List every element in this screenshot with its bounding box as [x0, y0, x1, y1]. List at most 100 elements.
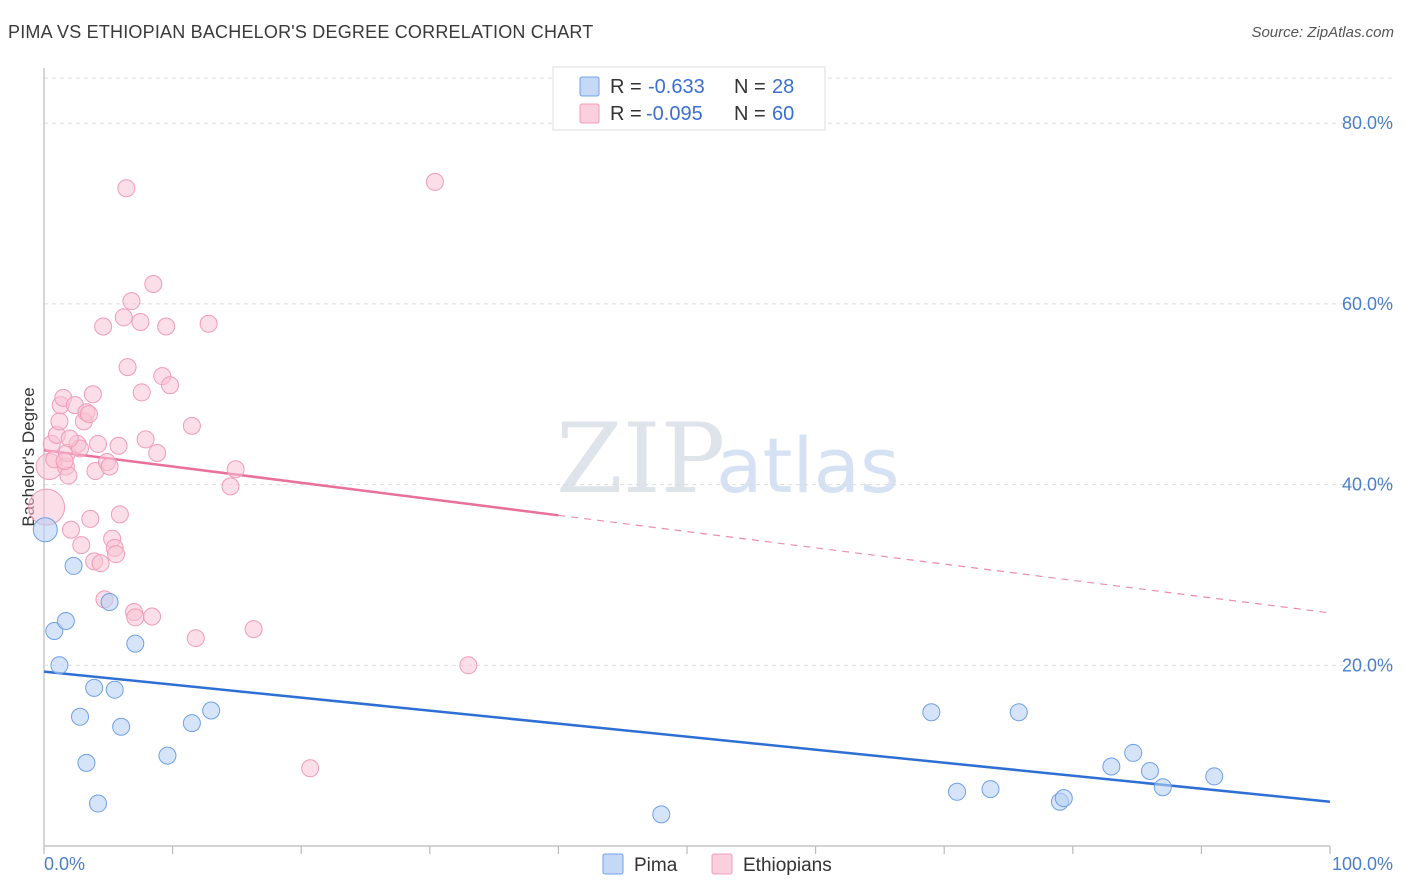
- x-ticks: [43, 846, 1331, 854]
- ethiopians-point: [301, 759, 320, 778]
- pima-point: [77, 753, 96, 772]
- y-tick-labels: 20.0% 40.0% 60.0% 80.0%: [1342, 113, 1393, 675]
- ethiopians-point: [60, 429, 79, 448]
- ethiopians-point: [157, 317, 176, 336]
- pima-point: [981, 780, 1000, 799]
- legend-pima-swatch: [579, 76, 600, 97]
- ethiopians-point: [161, 376, 180, 395]
- bottom-legend-ethiopians-label: Ethiopians: [743, 855, 832, 876]
- ethiopians-point: [118, 358, 137, 377]
- ethiopians-point: [221, 477, 240, 496]
- pima-point: [1140, 762, 1159, 781]
- legend-ethiopians-n-value: 60: [772, 103, 794, 125]
- trend-lines: [43, 449, 1331, 803]
- ethiopians-point: [459, 656, 478, 675]
- ethiopians-point: [136, 430, 155, 449]
- ethiopians-point: [62, 520, 81, 539]
- ethiopians-point: [83, 385, 102, 404]
- ethiopians-point: [199, 314, 218, 333]
- ethiopians-point: [110, 505, 129, 524]
- gridlines: [44, 77, 1393, 666]
- ethiopians-point: [91, 554, 110, 573]
- ethiopians-point: [114, 308, 133, 327]
- legend-ethiopians-swatch: [579, 103, 600, 124]
- ethiopians-point: [72, 536, 91, 555]
- ethiopians-point: [117, 179, 136, 198]
- y-tick-label: 40.0%: [1342, 475, 1393, 495]
- pima-point: [1153, 778, 1172, 797]
- pima-point: [1205, 767, 1224, 786]
- pima-point: [1124, 743, 1143, 762]
- ethiopians-point: [131, 312, 150, 331]
- pima-point: [1054, 789, 1073, 808]
- ethiopians-point: [144, 275, 163, 294]
- bottom-legend-pima-label: Pima: [634, 855, 678, 876]
- pima-point: [182, 714, 201, 733]
- chart-title: PIMA VS ETHIOPIAN BACHELOR'S DEGREE CORR…: [8, 22, 594, 42]
- pima-trend-line: [43, 670, 1331, 803]
- ethiopians-trend-line: [43, 449, 559, 517]
- legend-ethiopians-n-label: N =: [734, 103, 766, 125]
- y-tick-label: 80.0%: [1342, 113, 1393, 133]
- ethiopians-trend-extension: [558, 514, 1331, 614]
- legend-pima-r-label: R =: [610, 76, 642, 98]
- ethiopians-point: [244, 620, 263, 639]
- ethiopians-point: [80, 405, 99, 424]
- series-legend: Pima Ethiopians: [602, 853, 832, 876]
- ethiopians-point: [226, 460, 245, 479]
- ethiopians-point: [50, 412, 69, 431]
- pima-point: [948, 782, 967, 801]
- pima-point: [85, 678, 104, 697]
- ethiopians-point: [109, 436, 128, 455]
- legend-pima-n-value: 28: [772, 76, 794, 98]
- legend-pima-n-label: N =: [734, 76, 766, 98]
- pima-point: [45, 621, 64, 640]
- ethiopians-point: [55, 452, 74, 471]
- watermark-zip: ZIP: [556, 403, 725, 515]
- y-tick-label: 20.0%: [1342, 655, 1393, 675]
- ethiopians-point: [107, 545, 126, 564]
- source-credit: Source: ZipAtlas.com: [1251, 24, 1394, 41]
- ethiopians-point: [186, 629, 205, 648]
- ethiopians-point: [182, 416, 201, 435]
- pima-point: [56, 612, 75, 631]
- ethiopians-point: [126, 608, 145, 627]
- ethiopians-point: [94, 317, 113, 336]
- bottom-legend-ethiopians-swatch: [711, 853, 733, 875]
- pima-point: [158, 746, 177, 765]
- pima-point: [64, 556, 83, 575]
- correlation-legend: R = -0.633 N = 28 R = -0.095 N = 60: [552, 66, 826, 131]
- ethiopians-point: [100, 457, 119, 476]
- pima-point: [126, 634, 145, 653]
- bottom-legend-pima-swatch: [602, 853, 624, 875]
- ethiopians-point: [81, 509, 100, 528]
- pima-point: [32, 517, 58, 543]
- pima-point: [50, 656, 69, 675]
- x-tick-label-max: 100.0%: [1332, 854, 1393, 874]
- legend-ethiopians-r-label: R =: [610, 103, 642, 125]
- y-tick-label: 60.0%: [1342, 294, 1393, 314]
- pima-point: [1009, 703, 1028, 722]
- ethiopians-point: [143, 607, 162, 626]
- ethiopians-point: [425, 172, 444, 191]
- ethiopians-point: [122, 292, 141, 311]
- pima-point: [652, 805, 671, 824]
- pima-point: [112, 717, 131, 736]
- ethiopians-points: [28, 172, 478, 778]
- pima-point: [71, 707, 90, 726]
- ethiopians-point: [148, 443, 167, 462]
- x-tick-label-min: 0.0%: [44, 854, 85, 874]
- watermark-atlas: atlas: [716, 421, 900, 510]
- legend-ethiopians-r-value: -0.095: [646, 103, 703, 125]
- ethiopians-point: [89, 434, 108, 453]
- ethiopians-point: [132, 383, 151, 402]
- pima-points: [32, 517, 1224, 824]
- pima-point: [202, 701, 221, 720]
- pima-point: [1102, 757, 1121, 776]
- y-axis-label: Bachelor's Degree: [19, 387, 38, 526]
- pima-point: [922, 703, 941, 722]
- pima-point: [105, 680, 124, 699]
- legend-pima-r-value: -0.633: [648, 76, 705, 98]
- pima-point: [100, 593, 119, 612]
